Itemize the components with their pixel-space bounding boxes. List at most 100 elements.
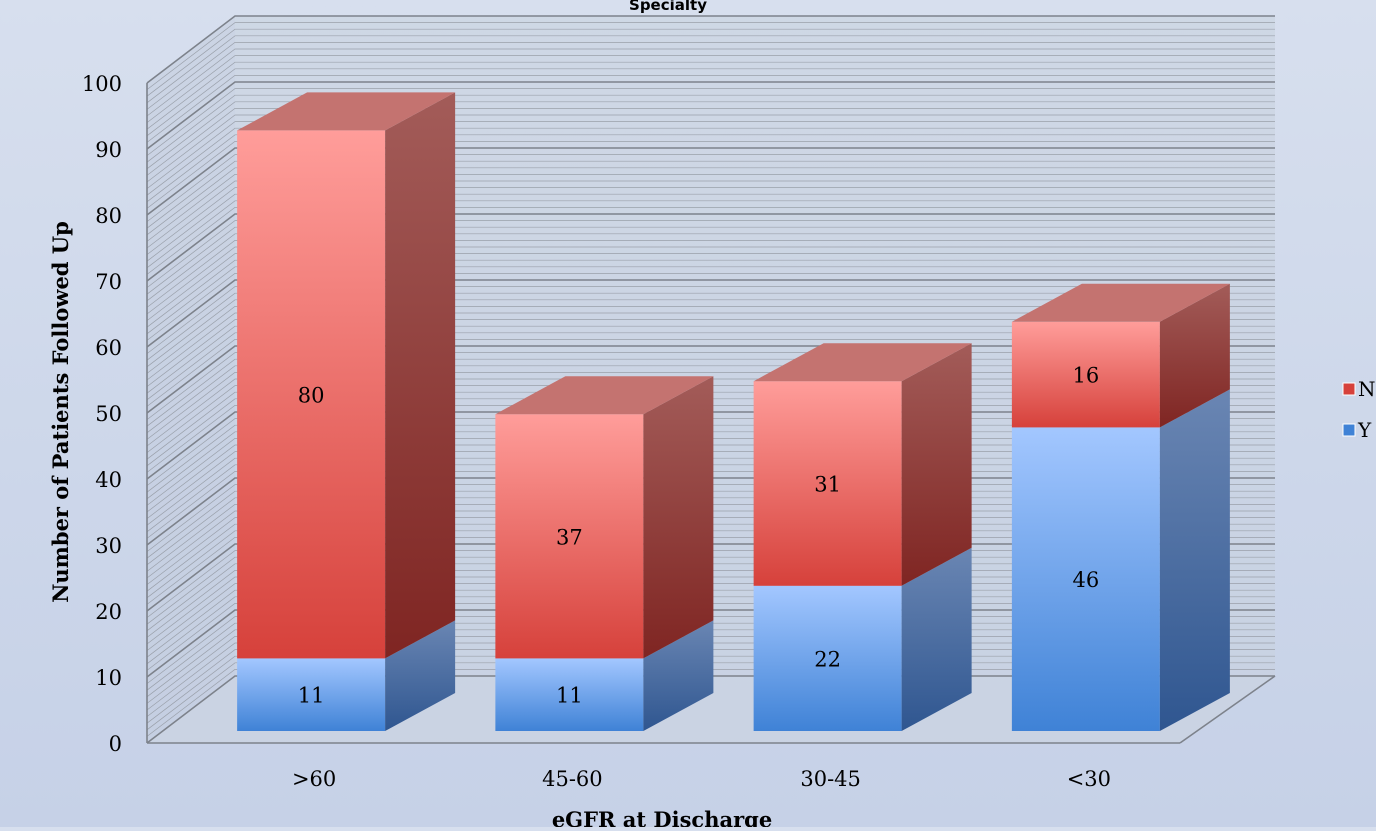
legend-label: N xyxy=(1358,377,1376,401)
gridline-minor xyxy=(146,55,1275,123)
gridline-minor xyxy=(146,193,1275,262)
bar-N-side-2 xyxy=(901,343,972,586)
floor-edge-line xyxy=(1179,675,1276,744)
y-tick-label: 90 xyxy=(95,138,122,162)
gridline-minor xyxy=(146,292,1275,361)
gridline-minor xyxy=(146,61,1275,130)
gridline-minor xyxy=(146,319,1275,387)
gridline-minor xyxy=(146,22,1275,90)
data-label-Y: 22 xyxy=(814,647,841,671)
gridline-minor xyxy=(146,167,1275,236)
y-tick-label: 70 xyxy=(95,270,122,294)
gridline-minor xyxy=(146,94,1275,163)
gridline-minor xyxy=(146,154,1275,222)
gridline-minor xyxy=(146,108,1275,176)
gridline-major xyxy=(146,213,1275,282)
legend: NY xyxy=(1342,377,1376,442)
gridline-minor xyxy=(146,28,1275,97)
gridline-minor xyxy=(146,75,1275,143)
y-tick-label: 60 xyxy=(95,336,122,360)
gridline-minor xyxy=(146,207,1275,275)
bar-N-2 xyxy=(753,381,902,586)
gridline-minor xyxy=(146,114,1275,183)
gridline-major xyxy=(146,81,1275,150)
bar-top-3 xyxy=(1011,283,1230,322)
bar-N-side-0 xyxy=(385,92,456,659)
data-label-N: 80 xyxy=(298,383,325,407)
y-tick-label: 0 xyxy=(109,732,122,756)
y-tick-label: 50 xyxy=(95,402,122,426)
bar-top-1 xyxy=(495,376,714,415)
bar-N-side-3 xyxy=(1159,283,1230,428)
gridline-minor xyxy=(146,325,1275,394)
gridline-minor xyxy=(146,141,1275,209)
bar-top-0 xyxy=(237,92,456,131)
gridline-minor xyxy=(146,266,1275,335)
bar-Y-side-1 xyxy=(643,620,714,731)
gridline-minor xyxy=(146,259,1275,328)
gridline-major xyxy=(146,279,1275,348)
gridline-minor xyxy=(146,226,1275,295)
x-axis-label: eGFR at Discharge xyxy=(552,807,772,827)
gridline-minor xyxy=(146,299,1275,368)
gridline-major xyxy=(146,147,1275,216)
gridline-minor xyxy=(146,339,1275,407)
bar-Y-0 xyxy=(237,658,386,731)
y-tick-label: 30 xyxy=(95,534,122,558)
y-tick-label: 20 xyxy=(95,600,122,624)
bar-top-2 xyxy=(753,343,972,382)
bar-Y-3 xyxy=(1011,427,1160,731)
y-tick-label: 100 xyxy=(82,72,122,96)
bar-Y-side-0 xyxy=(385,620,456,731)
y-axis-label: Number of Patients Followed Up xyxy=(48,221,73,603)
bar-N-1 xyxy=(495,414,644,659)
gridline-minor xyxy=(146,306,1275,374)
bar-Y-2 xyxy=(753,585,902,731)
gridline-minor xyxy=(146,220,1275,288)
x-tick-label: 45-60 xyxy=(542,767,603,791)
bar-Y-side-3 xyxy=(1159,389,1230,731)
data-label-Y: 11 xyxy=(556,684,583,708)
gridline-minor xyxy=(146,101,1275,170)
gridline-minor xyxy=(146,246,1275,315)
bar-N-0 xyxy=(237,130,386,659)
gridline-minor xyxy=(146,180,1275,249)
chart-title: Specialty xyxy=(629,0,707,14)
gridline-minor xyxy=(146,233,1275,302)
gridline-minor xyxy=(146,286,1275,354)
legend-swatch xyxy=(1342,423,1356,437)
gridline-major xyxy=(146,15,1275,84)
y-tick-label: 10 xyxy=(95,666,122,690)
data-label-Y: 46 xyxy=(1073,568,1100,592)
gridline-minor xyxy=(146,187,1275,255)
gridline-minor xyxy=(146,174,1275,242)
x-tick-label: <30 xyxy=(1067,767,1111,791)
gridline-minor xyxy=(146,127,1275,196)
bar-Y-side-2 xyxy=(901,547,972,731)
gridline-minor xyxy=(146,332,1275,401)
gridline-minor xyxy=(146,35,1275,104)
data-label-N: 16 xyxy=(1073,364,1100,388)
y-tick-label: 40 xyxy=(95,468,122,492)
bar-Y-1 xyxy=(495,658,644,731)
legend-label: Y xyxy=(1357,418,1372,442)
x-tick-label: >60 xyxy=(292,767,336,791)
x-tick-label: 30-45 xyxy=(800,767,861,791)
gridline-minor xyxy=(146,121,1275,189)
gridline-minor xyxy=(146,68,1275,137)
gridline-minor xyxy=(146,42,1275,110)
data-label-N: 37 xyxy=(556,525,583,549)
gridline-minor xyxy=(146,312,1275,381)
data-label-N: 31 xyxy=(814,473,841,497)
gridline-minor xyxy=(146,160,1275,229)
gridline-minor xyxy=(146,240,1275,308)
gridline-minor xyxy=(146,134,1275,203)
bar-N-3 xyxy=(1011,321,1160,428)
gridline-minor xyxy=(146,200,1275,269)
bar-N-side-1 xyxy=(643,376,714,659)
y-tick-label: 80 xyxy=(95,204,122,228)
gridline-minor xyxy=(146,88,1275,156)
gridline-minor xyxy=(146,273,1275,341)
